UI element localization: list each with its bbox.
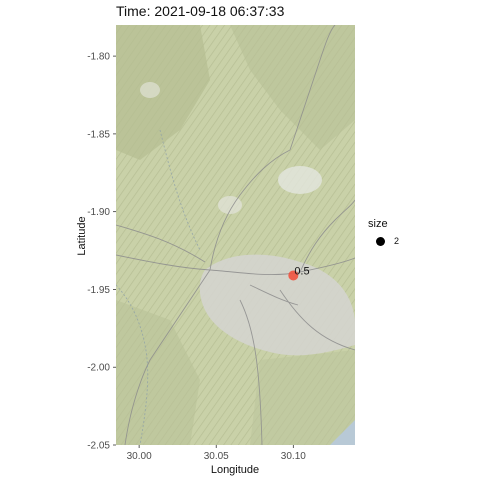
y-tick-label: -1.95 — [87, 285, 110, 296]
data-point — [288, 270, 299, 281]
terrain-basemap — [116, 25, 355, 445]
legend-entry: 2 — [368, 236, 428, 246]
y-tick-label: -1.85 — [87, 129, 110, 140]
legend-dot-icon — [376, 236, 385, 246]
point-layer: 0.5 — [288, 265, 310, 281]
legend-entry-label: 2 — [394, 236, 400, 246]
y-tick-label: -2.05 — [87, 441, 110, 452]
y-tick-label: -1.90 — [87, 207, 110, 218]
data-point-label: 0.5 — [294, 265, 309, 277]
y-tick-label: -1.80 — [87, 52, 110, 63]
y-axis: -1.80 -1.85 -1.90 -1.95 -2.00 -2.05 — [87, 52, 116, 452]
plot-title: Time: 2021-09-18 06:37:33 — [116, 3, 285, 19]
y-axis-title: Latitude — [76, 216, 88, 255]
x-axis-title: Longitude — [211, 464, 259, 476]
x-tick-label: 30.05 — [204, 451, 229, 462]
x-tick-label: 30.10 — [281, 451, 306, 462]
size-legend: size 2 — [368, 218, 428, 246]
y-tick-label: -2.00 — [87, 363, 110, 374]
x-axis: 30.00 30.05 30.10 — [127, 445, 306, 462]
x-tick-label: 30.00 — [127, 451, 152, 462]
legend-title: size — [368, 218, 388, 230]
